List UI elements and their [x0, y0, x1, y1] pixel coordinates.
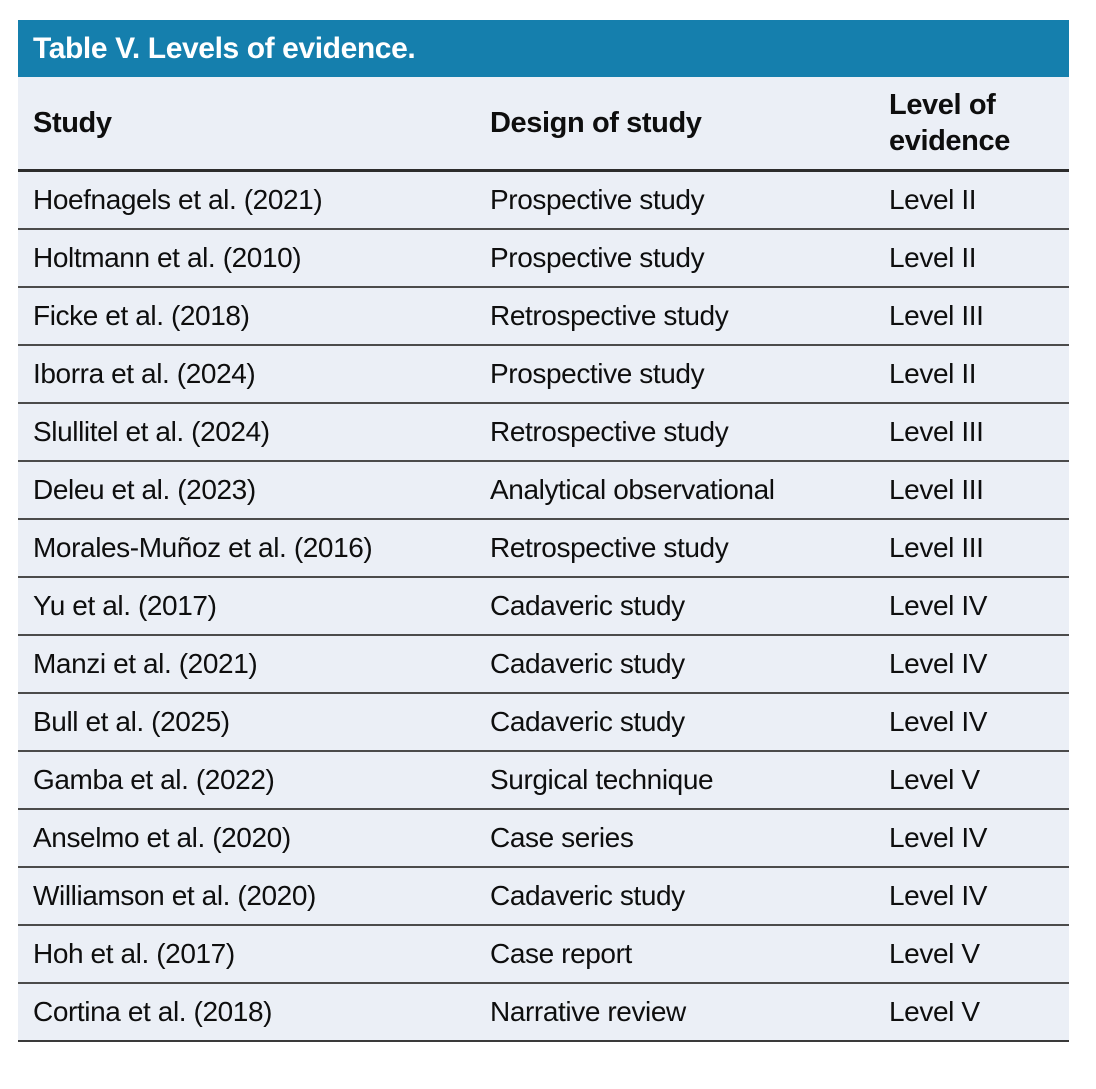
table-row: Hoh et al. (2017) Case report Level V	[18, 925, 1069, 984]
design-cell: Narrative review	[490, 983, 889, 1042]
level-cell: Level III	[889, 461, 1069, 520]
table-row: Manzi et al. (2021) Cadaveric study Leve…	[18, 635, 1069, 694]
column-header-design-of-study: Design of study	[490, 77, 889, 172]
level-cell: Level III	[889, 403, 1069, 462]
design-cell: Prospective study	[490, 229, 889, 288]
table-row: Ficke et al. (2018) Retrospective study …	[18, 287, 1069, 346]
table-title-bar: Table V. Levels of evidence.	[18, 20, 1069, 77]
column-header-study: Study	[18, 77, 490, 172]
design-cell: Analytical observational	[490, 461, 889, 520]
design-cell: Retrospective study	[490, 287, 889, 346]
design-cell: Case report	[490, 925, 889, 984]
study-cell: Slullitel et al. (2024)	[18, 403, 490, 462]
level-cell: Level II	[889, 229, 1069, 288]
table-row: Bull et al. (2025) Cadaveric study Level…	[18, 693, 1069, 752]
study-cell: Iborra et al. (2024)	[18, 345, 490, 404]
level-cell: Level II	[889, 345, 1069, 404]
level-cell: Level IV	[889, 867, 1069, 926]
table-row: Slullitel et al. (2024) Retrospective st…	[18, 403, 1069, 462]
study-cell: Anselmo et al. (2020)	[18, 809, 490, 868]
header-row: Study Design of study Level of evidence	[18, 77, 1069, 172]
study-cell: Cortina et al. (2018)	[18, 983, 490, 1042]
levels-of-evidence-table: Study Design of study Level of evidence …	[18, 77, 1069, 1042]
level-cell: Level IV	[889, 809, 1069, 868]
table-header: Study Design of study Level of evidence	[18, 77, 1069, 172]
table-row: Morales-Muñoz et al. (2016) Retrospectiv…	[18, 519, 1069, 578]
level-cell: Level V	[889, 925, 1069, 984]
design-cell: Retrospective study	[490, 403, 889, 462]
study-cell: Manzi et al. (2021)	[18, 635, 490, 694]
level-cell: Level IV	[889, 577, 1069, 636]
level-cell: Level IV	[889, 693, 1069, 752]
table-row: Williamson et al. (2020) Cadaveric study…	[18, 867, 1069, 926]
study-cell: Gamba et al. (2022)	[18, 751, 490, 810]
study-cell: Deleu et al. (2023)	[18, 461, 490, 520]
design-cell: Cadaveric study	[490, 635, 889, 694]
design-cell: Retrospective study	[490, 519, 889, 578]
column-header-level-of-evidence: Level of evidence	[889, 77, 1069, 172]
design-cell: Case series	[490, 809, 889, 868]
design-cell: Cadaveric study	[490, 867, 889, 926]
design-cell: Prospective study	[490, 170, 889, 230]
table-row: Holtmann et al. (2010) Prospective study…	[18, 229, 1069, 288]
design-cell: Cadaveric study	[490, 577, 889, 636]
table-title: Table V. Levels of evidence.	[33, 31, 416, 65]
level-cell: Level II	[889, 170, 1069, 230]
study-cell: Hoefnagels et al. (2021)	[18, 170, 490, 230]
level-cell: Level III	[889, 287, 1069, 346]
study-cell: Yu et al. (2017)	[18, 577, 490, 636]
table-row: Deleu et al. (2023) Analytical observati…	[18, 461, 1069, 520]
study-cell: Bull et al. (2025)	[18, 693, 490, 752]
table-body: Hoefnagels et al. (2021) Prospective stu…	[18, 170, 1069, 1042]
design-cell: Cadaveric study	[490, 693, 889, 752]
level-cell: Level V	[889, 983, 1069, 1042]
table-row: Yu et al. (2017) Cadaveric study Level I…	[18, 577, 1069, 636]
design-cell: Surgical technique	[490, 751, 889, 810]
study-cell: Ficke et al. (2018)	[18, 287, 490, 346]
table-row: Cortina et al. (2018) Narrative review L…	[18, 983, 1069, 1042]
study-cell: Holtmann et al. (2010)	[18, 229, 490, 288]
design-cell: Prospective study	[490, 345, 889, 404]
table-row: Iborra et al. (2024) Prospective study L…	[18, 345, 1069, 404]
level-cell: Level III	[889, 519, 1069, 578]
level-cell: Level IV	[889, 635, 1069, 694]
table-row: Gamba et al. (2022) Surgical technique L…	[18, 751, 1069, 810]
table-row: Anselmo et al. (2020) Case series Level …	[18, 809, 1069, 868]
study-cell: Hoh et al. (2017)	[18, 925, 490, 984]
study-cell: Williamson et al. (2020)	[18, 867, 490, 926]
level-cell: Level V	[889, 751, 1069, 810]
study-cell: Morales-Muñoz et al. (2016)	[18, 519, 490, 578]
table-row: Hoefnagels et al. (2021) Prospective stu…	[18, 170, 1069, 230]
evidence-table-container: Table V. Levels of evidence. Study Desig…	[18, 20, 1069, 1042]
